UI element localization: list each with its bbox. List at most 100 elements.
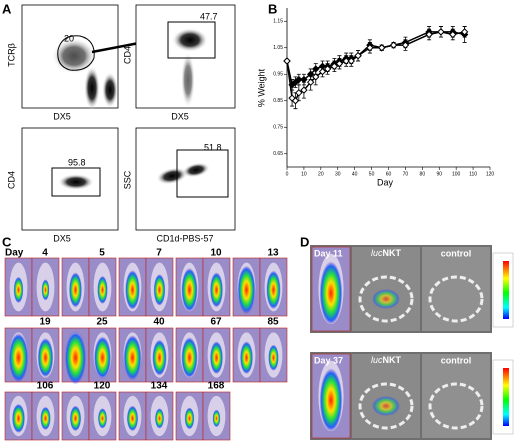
- gate-value: 20: [64, 33, 74, 43]
- x-axis-label: DX5: [53, 111, 71, 121]
- density: [172, 28, 208, 52]
- y-axis-label: SSC: [122, 170, 132, 189]
- x-axis-label: Day: [377, 177, 394, 187]
- signal: [181, 337, 198, 379]
- signal: [40, 406, 51, 431]
- organ: [358, 382, 414, 430]
- day-number: 13: [267, 248, 279, 259]
- signal: [153, 274, 166, 306]
- gate-value: 95.8: [68, 157, 86, 167]
- x-tick-label: 80: [420, 171, 426, 177]
- x-tick-label: 90: [436, 171, 442, 177]
- organ: [358, 275, 414, 323]
- density: [84, 66, 100, 110]
- control-label: control: [441, 248, 472, 258]
- signal: [181, 267, 198, 312]
- marker: [460, 28, 469, 36]
- y-tick-label: 1.05: [273, 45, 283, 51]
- density: [102, 72, 118, 108]
- colorbar: [503, 261, 509, 319]
- gate: [51, 167, 101, 197]
- label-text: NKT: [383, 248, 402, 258]
- signal: [37, 338, 54, 378]
- signal: [237, 265, 256, 315]
- signal: [69, 272, 82, 308]
- signal: [212, 409, 221, 428]
- x-tick-label: 40: [352, 171, 358, 177]
- x-axis-label: DX5: [171, 111, 189, 121]
- plot-frame: [135, 127, 236, 231]
- signal: [69, 405, 82, 432]
- signal: [266, 270, 281, 310]
- signal: [97, 408, 108, 429]
- panel-letter: C: [2, 234, 12, 249]
- day-label: Day 11: [314, 248, 343, 258]
- organ: [428, 382, 484, 430]
- panel-letter: D: [300, 234, 309, 249]
- x-tick-label: 10: [301, 171, 307, 177]
- marker: [401, 41, 410, 49]
- signal: [319, 368, 343, 433]
- signal: [210, 341, 223, 375]
- day-number: 7: [156, 248, 162, 259]
- x-tick-label: 100: [452, 171, 461, 177]
- x-tick-label: 20: [318, 171, 324, 177]
- density: [156, 167, 188, 185]
- marker: [366, 44, 374, 52]
- gate: [57, 35, 95, 71]
- marker: [354, 51, 362, 60]
- signal: [152, 339, 167, 376]
- signal: [268, 344, 279, 371]
- control-label: control: [441, 355, 472, 365]
- y-axis-label: CD4: [6, 171, 16, 189]
- marker: [283, 57, 291, 65]
- density: [58, 174, 94, 190]
- label-prefix: luc: [371, 248, 383, 258]
- panel-letter: B: [268, 1, 277, 16]
- signal: [126, 405, 139, 432]
- signal: [41, 279, 50, 301]
- label-text: NKT: [383, 355, 402, 365]
- x-tick-label: 30: [335, 171, 341, 177]
- x-tick-label: 70: [403, 171, 409, 177]
- day-number: 40: [153, 317, 165, 328]
- day-number: 120: [94, 381, 111, 392]
- day-number: 4: [42, 248, 48, 259]
- signal: [64, 331, 87, 385]
- signal: [8, 333, 29, 383]
- x-axis-label: CD1d-PBS-57: [156, 233, 213, 243]
- day-number: 25: [96, 317, 108, 328]
- x-tick-label: 110: [469, 171, 477, 177]
- day-label: Day 37: [314, 355, 343, 365]
- colorbar: [503, 368, 509, 426]
- signal: [240, 341, 253, 375]
- marker: [378, 44, 386, 52]
- x-tick-label: 50: [369, 171, 375, 177]
- sample-label: lucNKT: [371, 355, 402, 365]
- organ: [428, 275, 484, 323]
- label-prefix: luc: [371, 355, 383, 365]
- marker: [449, 30, 457, 39]
- y-axis-label: TCRβ: [6, 43, 16, 67]
- marker: [347, 57, 355, 65]
- y-axis-label: CD4: [122, 46, 132, 64]
- y-tick-label: 0.65: [273, 151, 283, 157]
- marker: [425, 30, 433, 39]
- marker: [318, 67, 327, 76]
- gate-value: 47.7: [200, 11, 218, 21]
- marker: [389, 41, 398, 49]
- signal: [94, 336, 111, 380]
- day-number: 85: [267, 317, 279, 328]
- signal: [123, 335, 142, 381]
- signal: [210, 272, 223, 308]
- panel-b: B % Weight Day 0.65 0.75 0.85 0.95 1.05 1.15 0…: [256, 1, 494, 187]
- density: [52, 38, 96, 74]
- day-number: 106: [37, 381, 54, 392]
- day-number: 67: [210, 317, 222, 328]
- y-tick-label: 0.85: [273, 98, 283, 104]
- panel-c: C Day 4 5 7 10 13 19 25 40 67 85 106 120 134 168: [2, 234, 288, 441]
- day-number: 10: [210, 248, 222, 259]
- gate: [176, 149, 229, 198]
